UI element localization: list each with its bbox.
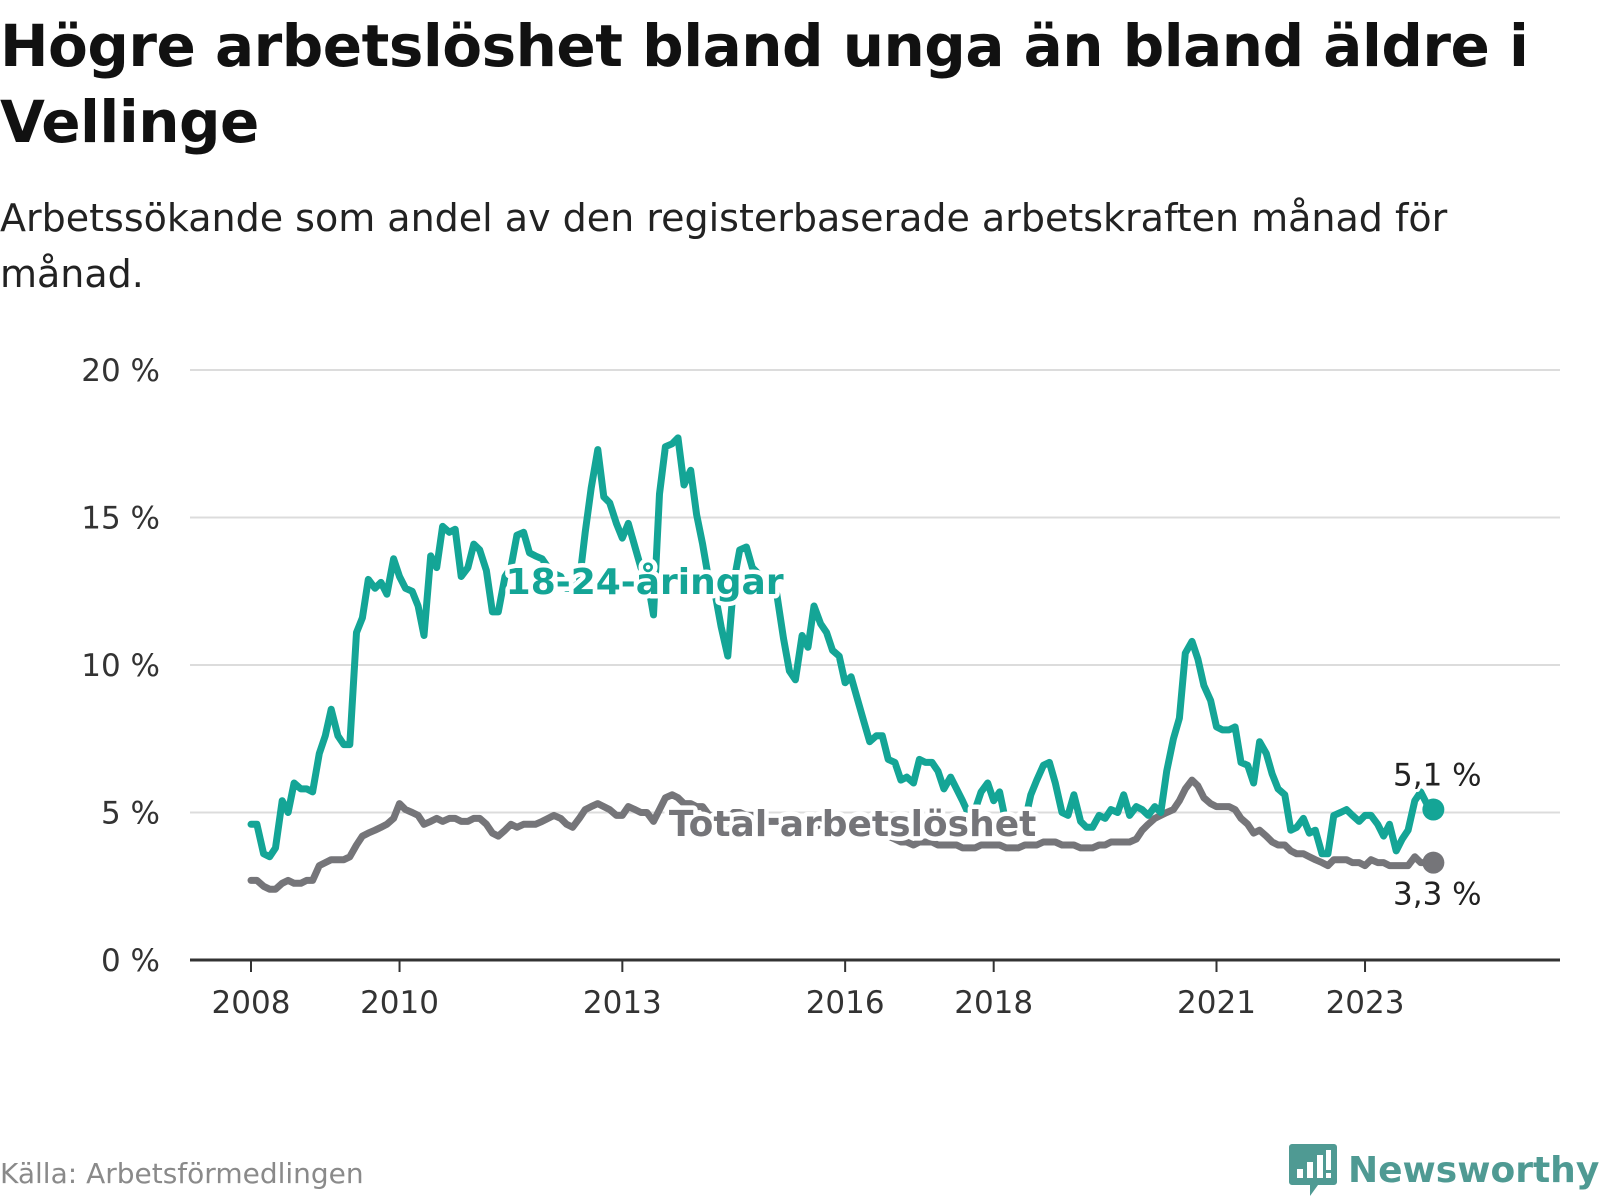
y-tick-label: 0 %: [101, 943, 160, 979]
x-tick-label: 2013: [583, 985, 662, 1021]
youth-series-label: 18-24-åringar: [506, 562, 784, 603]
youth-series-end-label: 5,1 %: [1393, 758, 1482, 794]
chart-title: Högre arbetslöshet bland unga än bland ä…: [0, 12, 1529, 156]
y-axis-ticks: 0 % 5 % 10 % 15 % 20 %: [81, 353, 160, 979]
youth-series-end-point: [1422, 798, 1445, 821]
total-series-label: Total arbetslöshet: [669, 804, 1037, 845]
gridlines: [190, 369, 1560, 814]
series-labels: 18-24-åringar Total arbetslöshet 5,1 % 3,3 …: [501, 558, 1485, 916]
x-tick-label: 2010: [360, 985, 439, 1021]
line-chart: 0 %5 %10 %15 %20 % 2008 2010 2013 2016 2018 2…: [81, 353, 1560, 1021]
x-tick-label: 2023: [1326, 985, 1405, 1021]
newsworthy-logo-icon: [1289, 1144, 1337, 1196]
total-series-line: [247, 776, 1437, 893]
series-lines: [247, 434, 1445, 893]
y-tick-label: 5 %: [101, 796, 160, 832]
x-tick-label: 2021: [1177, 985, 1256, 1021]
chart-subtitle: Arbetssökande som andel av den registerb…: [0, 196, 1448, 296]
total-series-end-label: 3,3 %: [1393, 877, 1482, 913]
brand-name: Newsworthy: [1348, 1149, 1600, 1191]
youth-series-line: [247, 434, 1437, 861]
total-series-end-point: [1422, 851, 1445, 874]
y-tick-label: 20 %: [81, 353, 160, 389]
y-tick-label: 15 %: [81, 501, 160, 537]
brand-logo: Newsworthy: [1288, 1140, 1599, 1200]
source-note: Källa: Arbetsförmedlingen: [0, 1157, 364, 1190]
x-tick-label: 2008: [212, 985, 291, 1021]
x-axis: 2008 2010 2013 2016 2018 2021 2023: [190, 958, 1560, 1021]
y-tick-label: 10 %: [81, 648, 160, 684]
x-tick-label: 2016: [806, 985, 885, 1021]
x-tick-label: 2018: [954, 985, 1033, 1021]
